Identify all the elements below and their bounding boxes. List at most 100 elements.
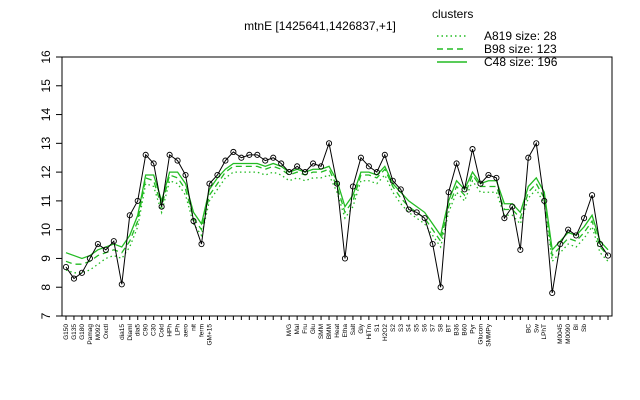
data-point	[604, 252, 612, 259]
x-tick-label: C30	[151, 324, 158, 336]
cluster-line	[65, 171, 609, 274]
data-point	[549, 289, 556, 297]
data-point	[174, 157, 181, 164]
data-point	[421, 215, 428, 222]
x-tick-label: aero	[183, 324, 190, 337]
data-point	[214, 171, 221, 179]
y-tick-label: 13	[39, 136, 53, 150]
data-point	[437, 284, 444, 291]
data-point	[573, 232, 580, 239]
x-tick-label: Heat	[334, 324, 341, 338]
x-tick-label: M0090	[565, 324, 572, 344]
legend-title: clusters	[432, 7, 473, 21]
data-point	[294, 163, 301, 170]
data-point	[230, 148, 237, 156]
data-point	[110, 238, 117, 245]
x-tick-label: H2O2	[382, 324, 389, 341]
x-tick-label: S6	[422, 324, 429, 332]
data-point	[493, 174, 500, 181]
data-point	[318, 163, 325, 170]
data-point	[78, 269, 85, 276]
x-tick-label: S3	[398, 324, 405, 332]
data-point	[413, 209, 420, 216]
data-point	[182, 171, 189, 179]
data-point	[190, 217, 197, 225]
x-tick-label: SMM	[318, 324, 325, 339]
legend-label: B98 size: 123	[484, 42, 557, 56]
x-tick-label: Glu	[310, 324, 317, 335]
x-tick-label: Sw	[533, 324, 540, 333]
x-tick-label: Glucon	[477, 324, 484, 345]
data-point	[517, 246, 524, 253]
data-point	[286, 169, 293, 176]
x-tick-label: Mal	[294, 323, 301, 334]
data-point	[477, 180, 484, 187]
data-point	[349, 183, 356, 190]
y-tick-label: 14	[39, 108, 53, 122]
data-point	[373, 169, 380, 176]
data-point	[501, 215, 508, 222]
data-point	[509, 203, 516, 210]
x-tick-label: M/G	[286, 324, 293, 336]
x-tick-label: BI	[573, 324, 580, 330]
data-point	[222, 157, 229, 164]
x-tick-label: Fru	[302, 324, 309, 334]
data-point	[158, 203, 165, 210]
x-tick-label: HPh	[167, 324, 174, 337]
data-point	[118, 281, 125, 288]
data-point	[333, 180, 341, 187]
x-tick-label: Sb	[581, 324, 588, 332]
data-line	[65, 141, 609, 294]
x-tick-label: S4	[406, 324, 413, 332]
data-point	[238, 154, 245, 161]
y-tick-label: 12	[39, 165, 53, 179]
x-tick-label: Oxctl	[103, 323, 110, 338]
x-tick-label: BT	[446, 324, 453, 332]
data-point	[589, 192, 596, 199]
data-point	[381, 151, 388, 158]
x-tick-label: Pyr	[470, 323, 477, 334]
x-tick-label: S5	[414, 324, 421, 332]
data-point	[596, 241, 604, 248]
y-tick-label: 7	[39, 312, 53, 319]
y-tick-label: 10	[39, 223, 53, 237]
data-point	[405, 206, 412, 213]
legend-label: A819 size: 28	[484, 29, 557, 43]
x-tick-label: LPhT	[541, 324, 548, 340]
y-tick-label: 16	[39, 50, 53, 64]
x-tick-label: Salt	[350, 324, 357, 335]
data-point	[254, 151, 261, 158]
data-point	[142, 151, 149, 158]
data-point	[70, 275, 78, 282]
x-tick-label: dia5	[135, 324, 142, 337]
data-point	[198, 241, 205, 248]
data-point	[134, 197, 141, 204]
data-point	[389, 177, 396, 184]
data-point	[397, 186, 404, 193]
data-point	[565, 226, 572, 233]
x-tick-label: Pamag	[87, 324, 94, 345]
y-tick-label: 11	[39, 194, 53, 207]
x-tick-label: dia15	[119, 324, 126, 340]
x-tick-label: GM+15	[206, 324, 213, 346]
x-tick-label: M092	[95, 324, 102, 341]
data-point	[365, 163, 372, 170]
data-point	[581, 215, 588, 222]
data-point	[541, 197, 548, 204]
x-tick-label: S8	[438, 324, 445, 332]
x-tick-label: G180	[79, 324, 86, 340]
data-point	[310, 160, 317, 167]
chart-title: mtnE [1425641,1426837,+1]	[244, 19, 396, 33]
x-tick-label: ferm	[198, 324, 205, 337]
x-tick-label: S2	[390, 324, 397, 332]
x-tick-label: Diaml	[127, 323, 134, 340]
data-point	[325, 140, 333, 147]
x-tick-label: nit	[191, 324, 198, 331]
data-point	[461, 186, 468, 193]
x-tick-label: G150	[63, 324, 70, 340]
y-tick-label: 8	[39, 284, 53, 291]
data-point	[278, 160, 285, 167]
data-point	[469, 146, 476, 153]
data-point	[429, 241, 436, 248]
